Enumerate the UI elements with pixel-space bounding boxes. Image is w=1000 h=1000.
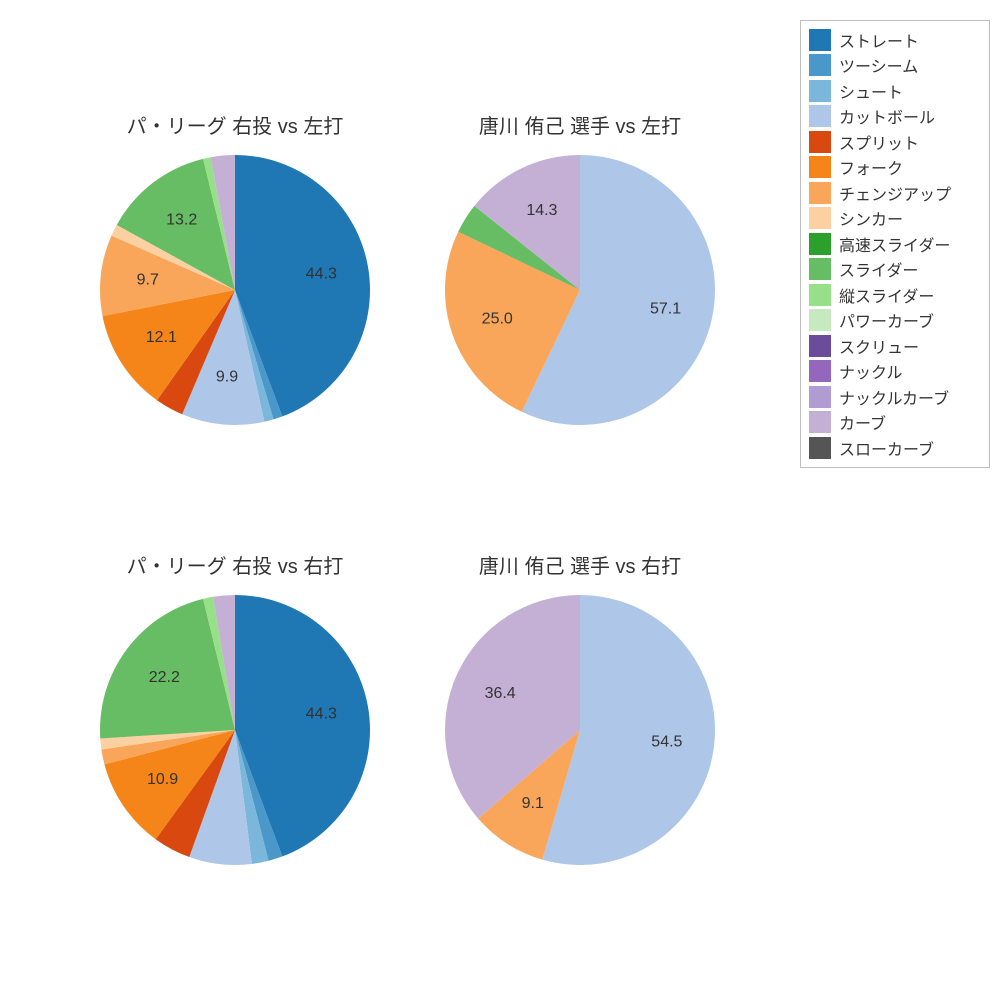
chart-title: パ・リーグ 右投 vs 左打 xyxy=(127,110,344,139)
legend-swatch xyxy=(809,411,831,433)
chart-title: パ・リーグ 右投 vs 右打 xyxy=(127,550,344,579)
legend-swatch xyxy=(809,258,831,280)
legend-swatch xyxy=(809,233,831,255)
legend-swatch xyxy=(809,182,831,204)
slice-label: 44.3 xyxy=(306,266,337,283)
slice-label: 36.4 xyxy=(485,685,516,702)
legend-swatch xyxy=(809,335,831,357)
legend-item: スライダー xyxy=(809,257,981,283)
legend-swatch xyxy=(809,105,831,127)
legend-item: カットボール xyxy=(809,104,981,130)
legend-item: スクリュー xyxy=(809,333,981,359)
legend-item: スローカーブ xyxy=(809,435,981,461)
slice-label: 14.3 xyxy=(526,202,557,219)
legend-label: カーブ xyxy=(839,410,886,434)
legend-swatch xyxy=(809,29,831,51)
legend-swatch xyxy=(809,80,831,102)
legend-label: シュート xyxy=(839,79,903,103)
legend-label: カットボール xyxy=(839,104,935,128)
slice-label: 9.9 xyxy=(216,369,238,386)
slice-label: 57.1 xyxy=(650,301,681,318)
slice-label: 44.3 xyxy=(306,706,337,723)
legend-label: スローカーブ xyxy=(839,436,934,460)
chart-title: 唐川 侑己 選手 vs 左打 xyxy=(479,110,681,139)
legend-item: スプリット xyxy=(809,129,981,155)
slice-label: 12.1 xyxy=(146,329,177,346)
legend-item: シュート xyxy=(809,78,981,104)
legend-item: 縦スライダー xyxy=(809,282,981,308)
legend-item: パワーカーブ xyxy=(809,308,981,334)
pie-chart-top-left: 44.3 9.9 12.1 9.7 13.2 xyxy=(98,153,372,427)
legend-swatch xyxy=(809,309,831,331)
legend-item: チェンジアップ xyxy=(809,180,981,206)
legend-item: ストレート xyxy=(809,27,981,53)
pie-chart-top-right: 57.1 25.0 14.3 xyxy=(443,153,717,427)
legend-label: ツーシーム xyxy=(839,53,918,77)
legend-swatch xyxy=(809,131,831,153)
legend-swatch xyxy=(809,360,831,382)
chart-grid: パ・リーグ 右投 vs 左打 44.3 9.9 12.1 9.7 13.2 唐川 侑己 選手… xyxy=(0,0,1000,1000)
legend-label: シンカー xyxy=(839,206,903,230)
legend-swatch xyxy=(809,437,831,459)
pie-chart-bot-right: 54.5 9.1 36.4 xyxy=(443,593,717,867)
legend-item: 高速スライダー xyxy=(809,231,981,257)
legend-label: スクリュー xyxy=(839,334,919,358)
legend-label: スライダー xyxy=(839,257,918,281)
slice-label: 25.0 xyxy=(482,310,513,327)
legend-item: ナックルカーブ xyxy=(809,384,981,410)
slice-label: 13.2 xyxy=(166,212,197,229)
legend-swatch xyxy=(809,207,831,229)
legend-item: ナックル xyxy=(809,359,981,385)
legend-swatch xyxy=(809,156,831,178)
slice-label: 10.9 xyxy=(147,771,178,788)
slice-label: 54.5 xyxy=(651,734,682,751)
legend-swatch xyxy=(809,386,831,408)
legend-item: フォーク xyxy=(809,155,981,181)
legend-swatch xyxy=(809,284,831,306)
legend-item: ツーシーム xyxy=(809,53,981,79)
legend-label: ナックル xyxy=(839,359,903,383)
legend-item: カーブ xyxy=(809,410,981,436)
slice-label: 9.7 xyxy=(137,272,159,289)
legend-item: シンカー xyxy=(809,206,981,232)
legend-label: フォーク xyxy=(839,155,903,179)
legend-label: 高速スライダー xyxy=(839,232,950,256)
legend-swatch xyxy=(809,54,831,76)
chart-title: 唐川 侑己 選手 vs 右打 xyxy=(479,550,681,579)
legend: ストレートツーシームシュートカットボールスプリットフォークチェンジアップシンカー… xyxy=(800,20,990,468)
legend-label: パワーカーブ xyxy=(839,308,934,332)
legend-label: ナックルカーブ xyxy=(839,385,949,409)
legend-label: 縦スライダー xyxy=(839,283,934,307)
slice-label: 22.2 xyxy=(149,669,180,686)
pie-chart-bot-left: 44.3 10.9 22.2 xyxy=(98,593,372,867)
legend-label: チェンジアップ xyxy=(839,181,951,205)
slice-label: 9.1 xyxy=(522,795,544,812)
legend-label: ストレート xyxy=(839,28,919,52)
legend-label: スプリット xyxy=(839,130,919,154)
